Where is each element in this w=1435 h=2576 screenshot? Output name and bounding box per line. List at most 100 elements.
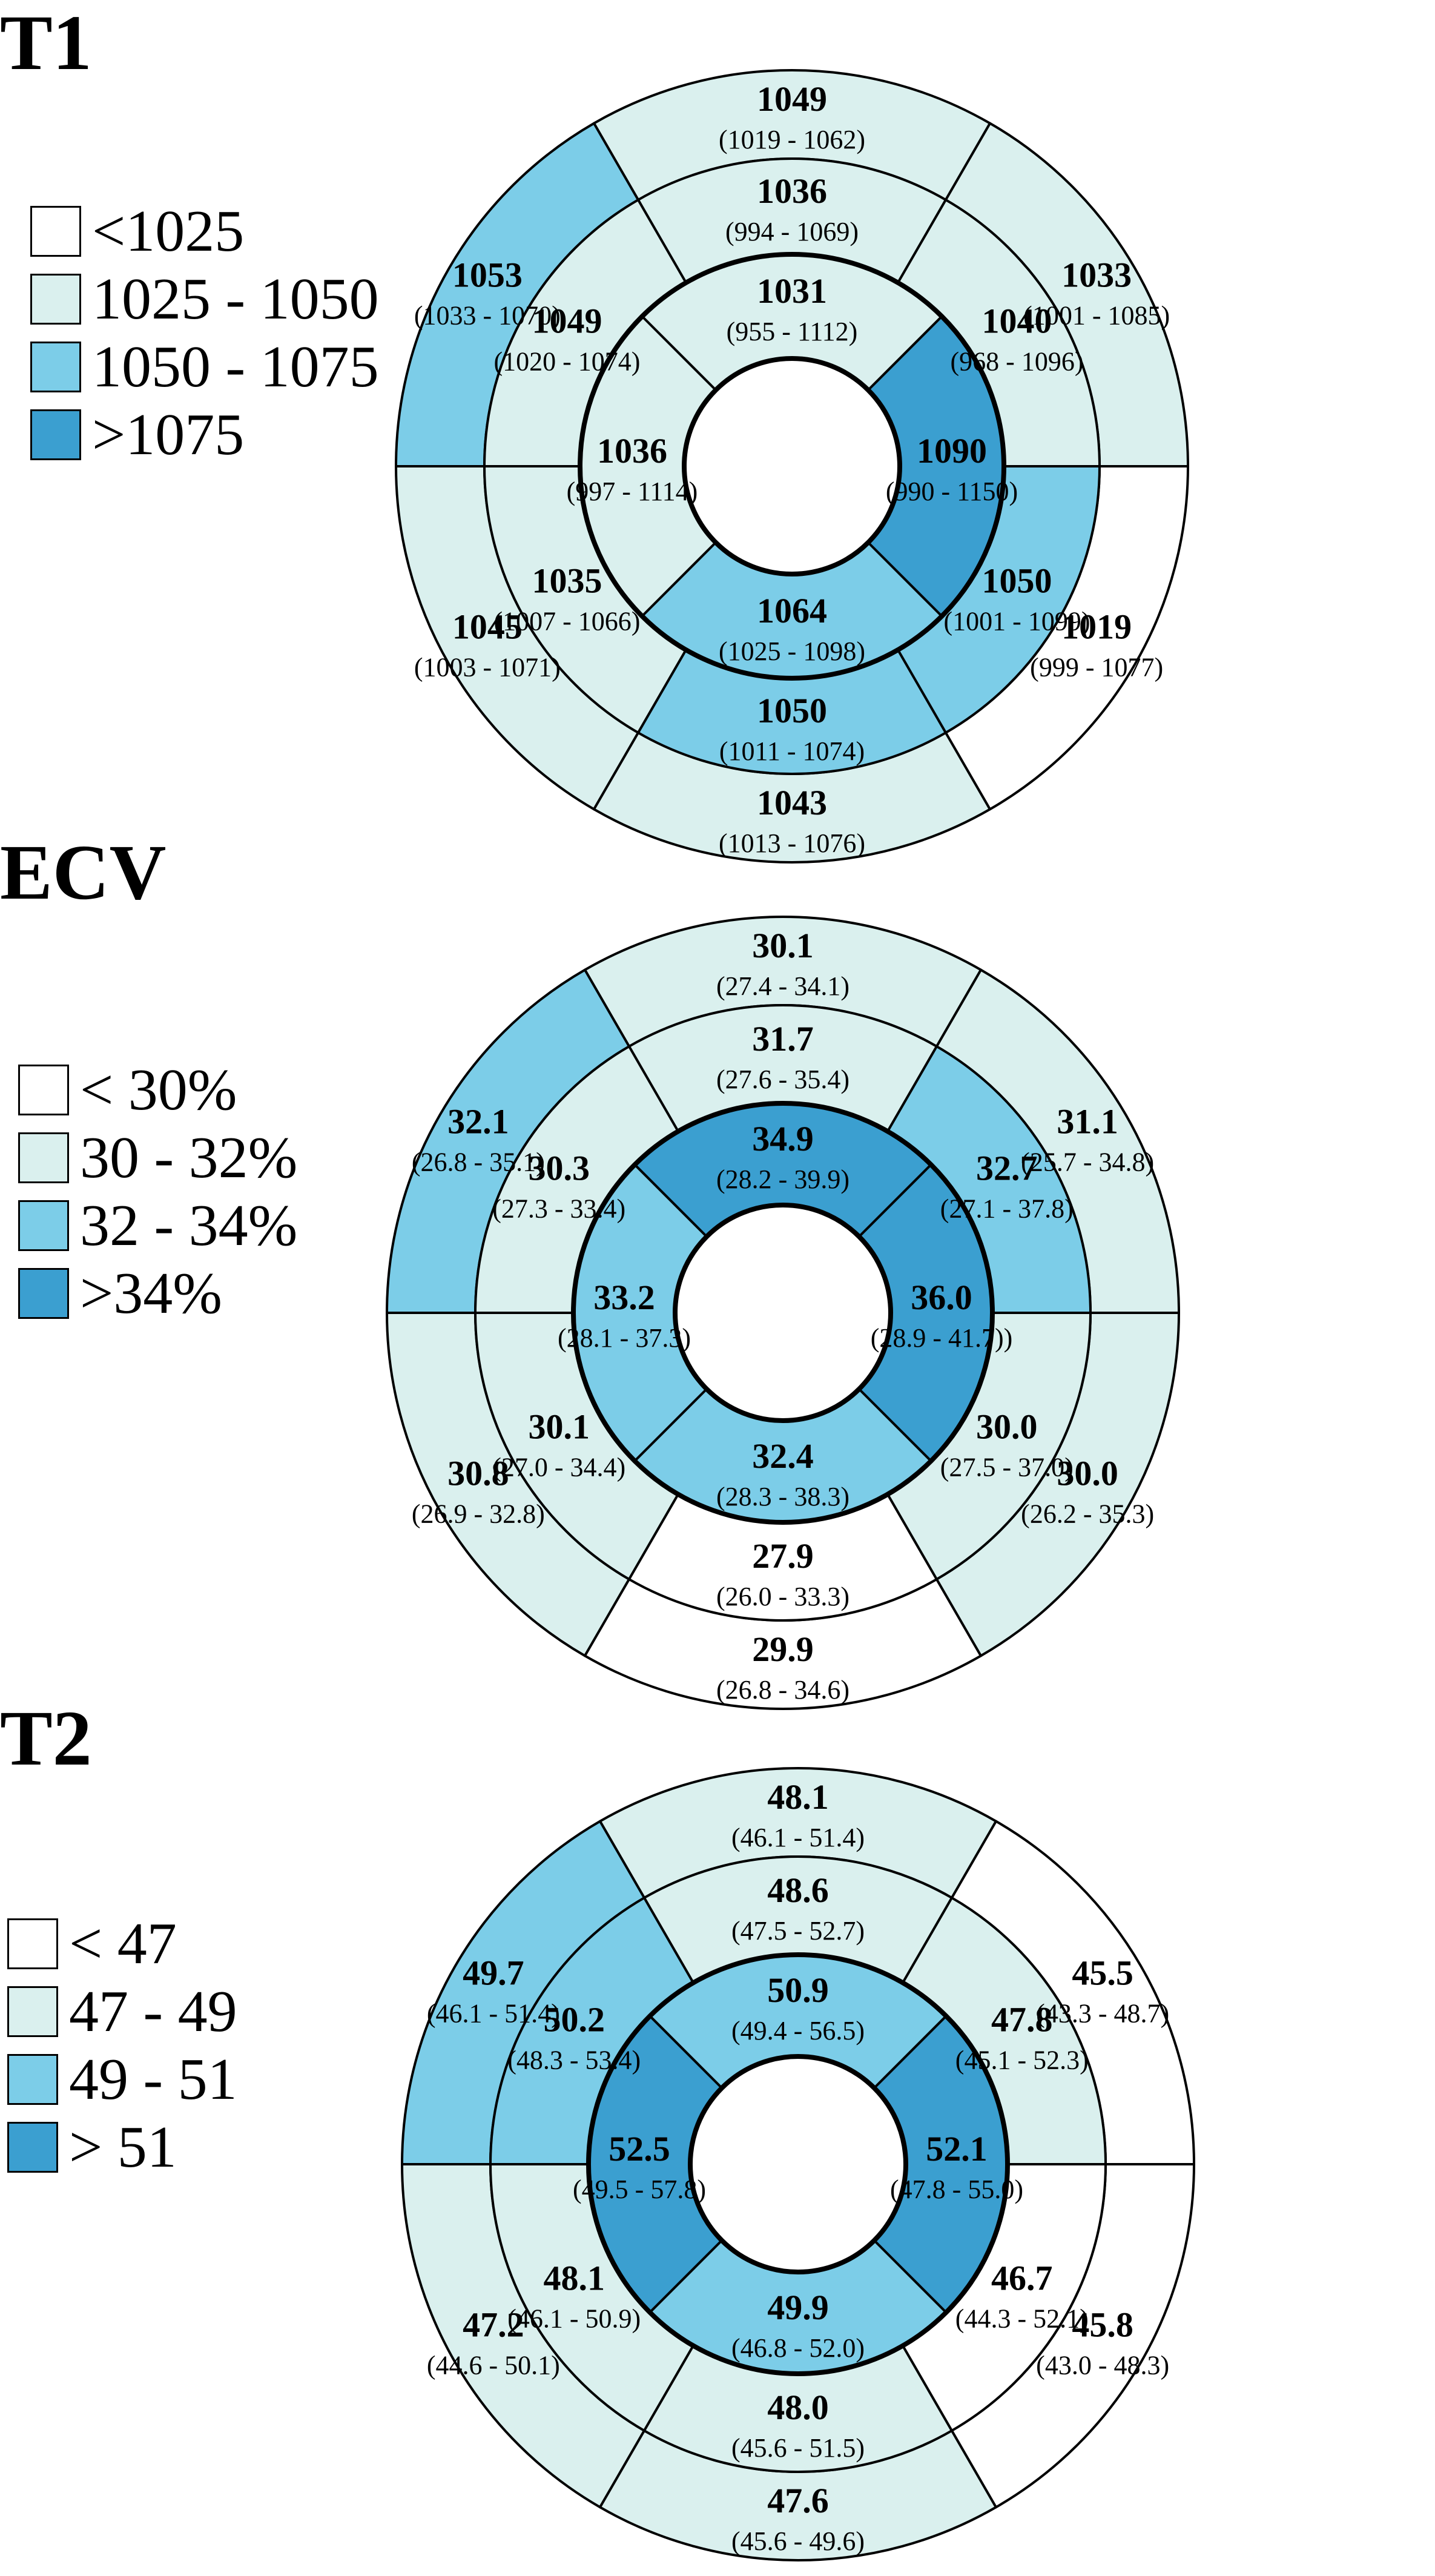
segment-5-value: 1019 xyxy=(1061,607,1132,647)
legend-item: 1050 - 1075 xyxy=(30,333,379,401)
segment-13-range: (955 - 1112) xyxy=(727,317,858,346)
segment-12-range: (27.1 - 37.8) xyxy=(940,1194,1074,1224)
segment-14-value: 33.2 xyxy=(593,1278,655,1317)
segment-16-value: 52.1 xyxy=(926,2129,988,2168)
legend-swatch xyxy=(30,274,81,325)
legend-item: > 51 xyxy=(7,2113,237,2181)
segment-4-value: 47.6 xyxy=(767,2481,829,2520)
legend-item: 30 - 32% xyxy=(18,1124,297,1192)
segment-8-value: 50.2 xyxy=(543,2000,605,2039)
segment-12-value: 32.7 xyxy=(976,1149,1038,1188)
apex-center xyxy=(673,1203,893,1423)
legend-swatch xyxy=(18,1065,69,1115)
legend-label: > 51 xyxy=(69,2115,177,2180)
segment-16-range: (990 - 1150) xyxy=(886,477,1018,506)
legend-item: 1025 - 1050 xyxy=(30,265,379,333)
apical-ring-outline xyxy=(586,1952,1010,2376)
legend-swatch xyxy=(30,206,81,257)
segment-11-range: (44.3 - 52.1) xyxy=(955,2304,1089,2334)
segment-15-range: (46.8 - 52.0) xyxy=(731,2333,865,2363)
apical-ring-outline xyxy=(578,252,1006,681)
segment-6-value: 31.1 xyxy=(1057,1102,1118,1141)
segment-10-value: 27.9 xyxy=(752,1536,814,1576)
legend-label: >34% xyxy=(80,1261,222,1326)
legend-swatch xyxy=(30,409,81,460)
segment-12-range: (968 - 1096) xyxy=(951,347,1084,377)
apex-center xyxy=(688,2054,908,2274)
apex-center xyxy=(682,356,902,576)
segment-6-range: (25.7 - 34.8) xyxy=(1021,1148,1154,1177)
segment-13-range: (49.4 - 56.5) xyxy=(731,2016,865,2046)
legend-label: < 47 xyxy=(69,1911,177,1977)
legend-label: 30 - 32% xyxy=(80,1125,298,1191)
segment-labels: 30.1(27.4 - 34.1)32.1(26.8 - 35.1)30.8(2… xyxy=(412,926,1154,1705)
segment-10-range: (26.0 - 33.3) xyxy=(716,1582,849,1611)
segment-3-value: 30.8 xyxy=(447,1454,509,1493)
segment-3-range: (26.9 - 32.8) xyxy=(412,1499,545,1529)
legend-swatch xyxy=(30,342,81,392)
segment-4-value: 1043 xyxy=(757,783,827,822)
segment-8-range: (27.3 - 33.4) xyxy=(492,1194,625,1224)
segment-1-value: 1049 xyxy=(757,79,827,119)
legend-label: 49 - 51 xyxy=(69,2047,237,2112)
segment-2-range: (46.1 - 51.4) xyxy=(427,1999,560,2029)
segment-15-value: 1064 xyxy=(757,591,827,630)
segment-8-value: 1049 xyxy=(532,302,602,341)
segment-6-range: (1001 - 1085) xyxy=(1023,301,1170,331)
segment-13-value: 1031 xyxy=(757,271,827,311)
segment-8-value: 30.3 xyxy=(528,1149,590,1188)
segment-3-value: 1045 xyxy=(452,607,523,647)
legend-label: 32 - 34% xyxy=(80,1193,298,1258)
segment-14-range: (28.1 - 37.3) xyxy=(558,1323,691,1353)
segment-1-range: (27.4 - 34.1) xyxy=(716,971,849,1001)
legend-t2: < 47 47 - 49 49 - 51 > 51 xyxy=(7,1910,237,2181)
segment-13-range: (28.2 - 39.9) xyxy=(716,1164,849,1194)
legend-item: >1075 xyxy=(30,401,379,469)
segment-14-value: 1036 xyxy=(597,431,667,471)
segment-16-value: 36.0 xyxy=(911,1278,972,1317)
legend-item: >34% xyxy=(18,1260,297,1327)
legend-label: < 30% xyxy=(80,1057,237,1123)
segment-1-range: (46.1 - 51.4) xyxy=(731,1823,865,1852)
segment-4-range: (1013 - 1076) xyxy=(719,828,865,858)
segment-13-value: 50.9 xyxy=(767,1970,829,2010)
panel-title-t1: T1 xyxy=(0,0,92,87)
segment-11-range: (27.5 - 37.0) xyxy=(940,1453,1074,1482)
segment-6-value: 45.5 xyxy=(1072,1953,1133,1993)
panel-title-ecv: ECV xyxy=(0,829,167,916)
bullseye-t2: 48.1(46.1 - 51.4)49.7(46.1 - 51.4)47.2(4… xyxy=(401,1767,1195,2561)
segment-6-range: (43.3 - 48.7) xyxy=(1036,1999,1169,2029)
segment-15-range: (28.3 - 38.3) xyxy=(716,1482,849,1511)
segment-16-range: (28.9 - 41.7)) xyxy=(871,1323,1013,1353)
segment-5-value: 30.0 xyxy=(1057,1454,1118,1493)
segment-5-range: (43.0 - 48.3) xyxy=(1036,2351,1169,2380)
segment-5-range: (999 - 1077) xyxy=(1030,653,1163,682)
legend-label: 1050 - 1075 xyxy=(92,334,379,400)
segment-15-range: (1025 - 1098) xyxy=(719,636,865,666)
segment-11-value: 1050 xyxy=(982,561,1052,601)
segment-2-range: (26.8 - 35.1) xyxy=(412,1148,545,1177)
segment-9-range: (46.1 - 50.9) xyxy=(507,2304,641,2334)
segment-3-range: (1003 - 1071) xyxy=(414,653,561,682)
segment-6-value: 1033 xyxy=(1061,256,1132,295)
legend-item: 49 - 51 xyxy=(7,2046,237,2113)
segment-12-range: (45.1 - 52.3) xyxy=(955,2046,1089,2075)
panel-title-t2: T2 xyxy=(0,1695,92,1782)
segment-4-range: (26.8 - 34.6) xyxy=(716,1675,849,1705)
legend-swatch xyxy=(7,2122,58,2173)
segment-14-range: (997 - 1114) xyxy=(567,477,698,506)
legend-label: 1025 - 1050 xyxy=(92,266,379,332)
legend-ecv: < 30% 30 - 32% 32 - 34% >34% xyxy=(18,1056,297,1327)
segment-14-range: (49.5 - 57.8) xyxy=(573,2175,706,2204)
bullseye-t1: 1049(1019 - 1062)1053(1033 - 1070)1045(1… xyxy=(395,69,1189,864)
legend-label: <1025 xyxy=(92,199,245,264)
segment-8-range: (48.3 - 53.4) xyxy=(507,2046,641,2075)
legend-swatch xyxy=(18,1200,69,1251)
segment-13-value: 34.9 xyxy=(752,1119,814,1158)
segment-9-value: 1035 xyxy=(532,561,602,601)
segment-1-range: (1019 - 1062) xyxy=(719,125,865,154)
segment-10-value: 1050 xyxy=(757,691,827,730)
legend-swatch xyxy=(18,1132,69,1183)
